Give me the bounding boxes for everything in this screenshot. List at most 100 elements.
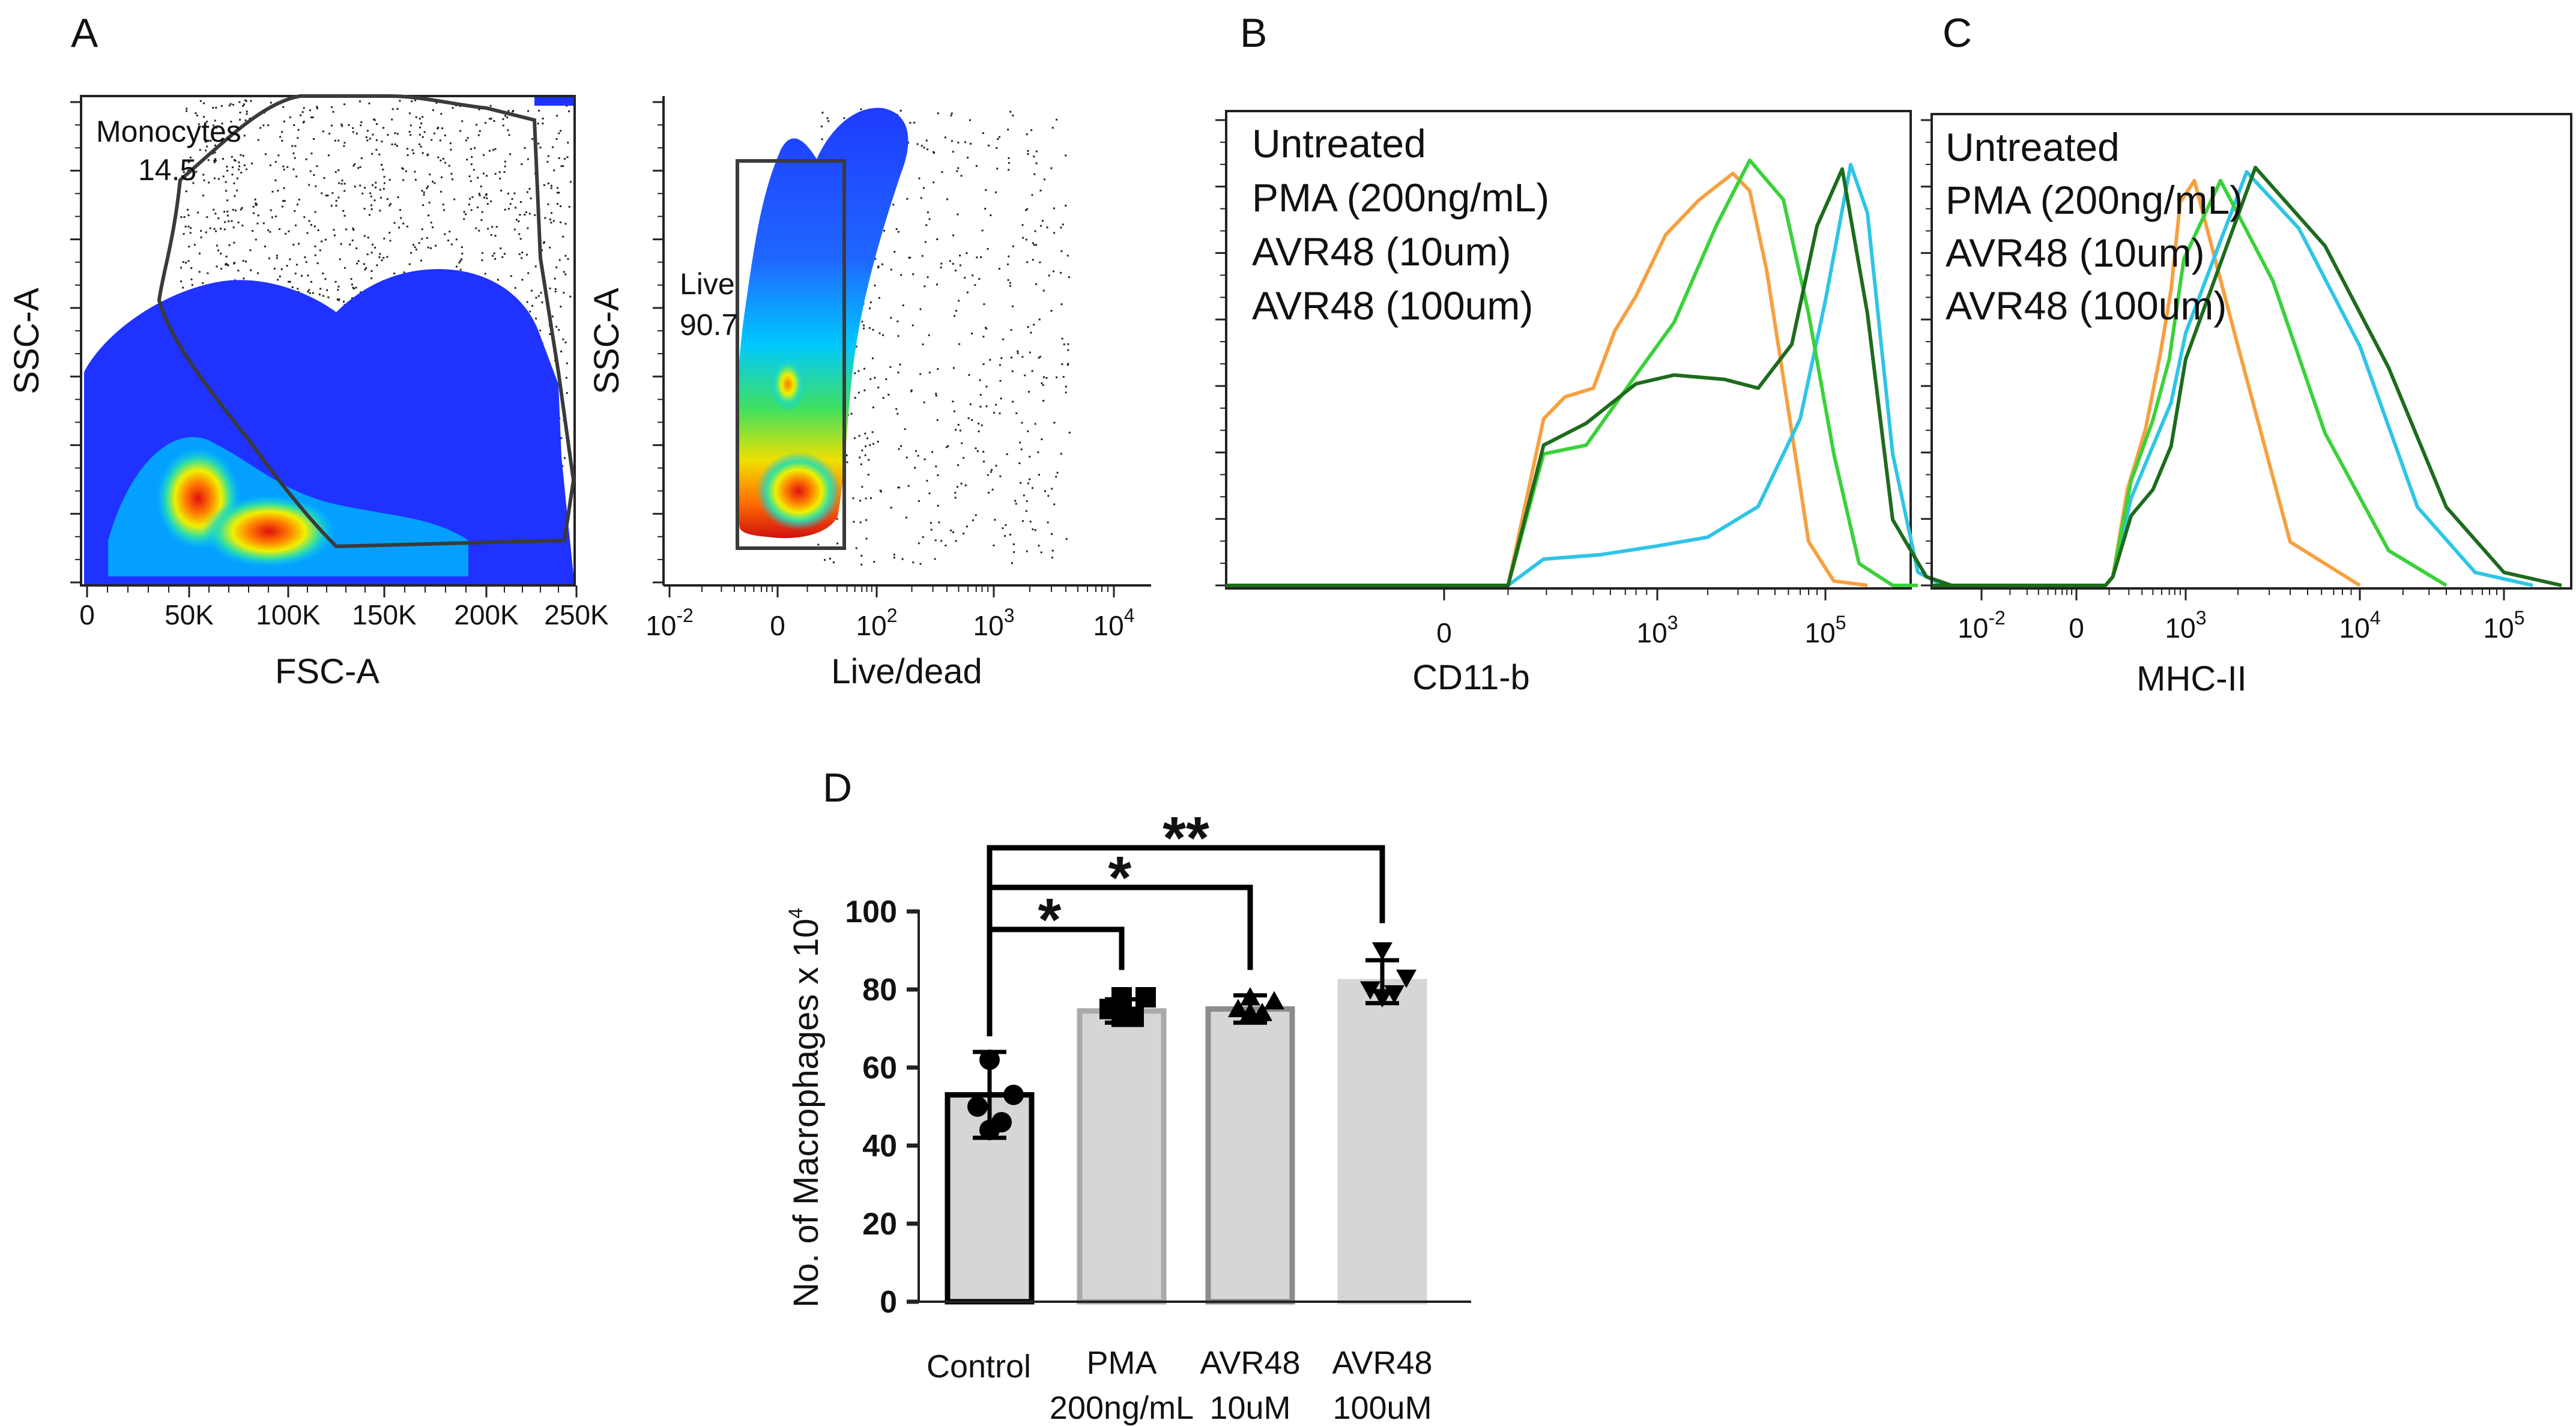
noise-dot bbox=[1032, 487, 1033, 489]
noise-dot bbox=[877, 386, 880, 388]
noise-dot bbox=[1041, 438, 1043, 441]
noise-dot bbox=[327, 296, 330, 298]
noise-dot bbox=[337, 169, 340, 171]
noise-dot bbox=[365, 267, 367, 269]
noise-dot bbox=[307, 274, 309, 277]
point-avr10 bbox=[1264, 991, 1284, 1010]
noise-dot bbox=[954, 492, 957, 494]
noise-dot bbox=[479, 130, 481, 132]
noise-dot bbox=[207, 272, 209, 274]
noise-dot bbox=[238, 101, 241, 103]
noise-dot bbox=[885, 378, 887, 380]
noise-dot bbox=[225, 190, 228, 192]
noise-dot bbox=[518, 233, 521, 235]
noise-dot bbox=[354, 186, 356, 188]
noise-dot bbox=[924, 285, 926, 288]
noise-dot bbox=[995, 465, 997, 467]
noise-dot bbox=[938, 521, 940, 524]
noise-dot bbox=[921, 145, 923, 147]
noise-dot bbox=[543, 241, 545, 243]
noise-dot bbox=[861, 449, 863, 452]
noise-dot bbox=[463, 211, 465, 213]
noise-dot bbox=[197, 211, 199, 214]
noise-dot bbox=[199, 252, 201, 255]
noise-dot bbox=[935, 394, 937, 397]
noise-dot bbox=[863, 367, 865, 370]
noise-dot bbox=[486, 175, 488, 177]
noise-dot bbox=[993, 411, 996, 414]
point-control bbox=[967, 1096, 988, 1117]
noise-dot bbox=[308, 289, 310, 291]
noise-dot bbox=[439, 139, 441, 142]
noise-dot bbox=[437, 156, 440, 159]
noise-dot bbox=[351, 283, 353, 286]
noise-dot bbox=[1012, 305, 1014, 307]
noise-dot bbox=[430, 247, 432, 249]
noise-dot bbox=[232, 103, 234, 106]
noise-dot bbox=[1060, 250, 1063, 252]
point-avr100 bbox=[1372, 942, 1392, 961]
noise-dot bbox=[286, 265, 288, 267]
noise-dot bbox=[375, 181, 377, 184]
legend-b-untreated: Untreated bbox=[1252, 121, 1426, 166]
noise-dot bbox=[188, 246, 190, 248]
noise-dot bbox=[298, 199, 300, 201]
noise-dot bbox=[954, 315, 956, 317]
noise-dot bbox=[400, 217, 402, 219]
noise-dot bbox=[923, 147, 925, 149]
noise-dot bbox=[228, 244, 231, 246]
noise-dot bbox=[433, 132, 435, 134]
noise-dot bbox=[238, 168, 240, 171]
noise-dot bbox=[215, 106, 217, 109]
noise-dot bbox=[378, 256, 381, 258]
noise-dot bbox=[1032, 259, 1034, 261]
x-tick-c-label: 105 bbox=[2484, 607, 2525, 644]
noise-dot bbox=[1009, 110, 1012, 113]
noise-dot bbox=[223, 211, 226, 213]
noise-dot bbox=[907, 485, 910, 487]
noise-dot bbox=[872, 443, 874, 445]
noise-dot bbox=[865, 537, 868, 540]
noise-dot bbox=[1026, 261, 1029, 264]
noise-dot bbox=[541, 301, 543, 304]
noise-dot bbox=[537, 295, 540, 297]
noise-dot bbox=[957, 167, 960, 169]
noise-dot bbox=[468, 175, 471, 178]
noise-dot bbox=[214, 119, 216, 122]
noise-dot bbox=[957, 213, 959, 216]
noise-dot bbox=[327, 195, 329, 197]
noise-dot bbox=[402, 222, 405, 225]
noise-dot bbox=[352, 127, 354, 129]
x-ticks-a2: 10-2 0 102 103 104 bbox=[646, 585, 1134, 641]
noise-dot bbox=[889, 366, 892, 368]
noise-dot bbox=[1006, 453, 1008, 455]
noise-dot bbox=[530, 198, 532, 199]
noise-dot bbox=[182, 286, 184, 289]
x-tick-b-label: 0 bbox=[1436, 617, 1452, 648]
noise-dot bbox=[967, 157, 969, 159]
noise-dot bbox=[187, 126, 189, 128]
noise-dot bbox=[283, 187, 285, 189]
noise-dot bbox=[869, 378, 872, 380]
noise-dot bbox=[283, 169, 285, 171]
noise-dot bbox=[1002, 527, 1004, 530]
noise-dot bbox=[1029, 456, 1031, 458]
noise-dot bbox=[877, 267, 879, 268]
noise-dot bbox=[353, 288, 355, 289]
point-avr100 bbox=[1396, 969, 1416, 988]
noise-dot bbox=[1044, 490, 1046, 492]
noise-dot bbox=[1061, 337, 1063, 340]
noise-dot bbox=[379, 189, 381, 191]
noise-dot bbox=[316, 107, 318, 109]
noise-dot bbox=[566, 104, 568, 107]
noise-dot bbox=[494, 258, 497, 260]
noise-dot bbox=[372, 184, 373, 186]
noise-dot bbox=[509, 153, 512, 156]
noise-dot bbox=[1000, 357, 1003, 359]
noise-dot bbox=[927, 148, 929, 151]
noise-dot bbox=[492, 255, 494, 257]
noise-dot bbox=[902, 304, 904, 306]
bar-3 bbox=[1337, 979, 1427, 1305]
noise-dot bbox=[314, 254, 316, 256]
noise-dot bbox=[196, 114, 198, 116]
